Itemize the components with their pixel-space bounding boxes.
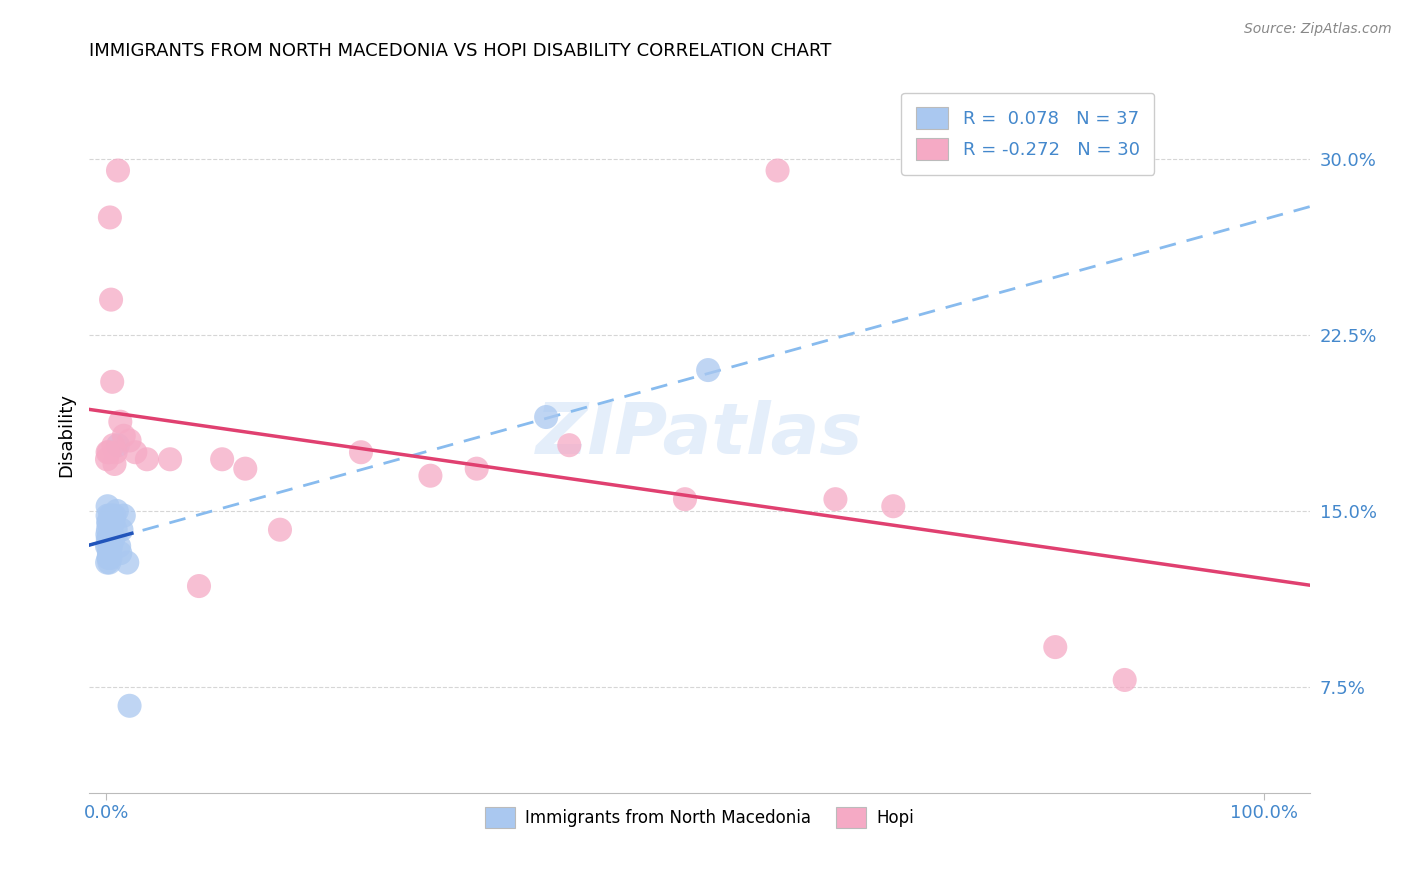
Point [96, 452, 118, 467]
Point [558, 438, 581, 452]
Point [673, 492, 696, 507]
Point [110, 415, 132, 429]
Point [97, 516, 120, 530]
Point [98, 544, 121, 558]
Point [112, 508, 135, 523]
Point [98, 508, 121, 523]
Legend: Immigrants from North Macedonia, Hopi: Immigrants from North Macedonia, Hopi [478, 801, 921, 834]
Point [100, 293, 122, 307]
Point [110, 546, 132, 560]
Point [118, 698, 141, 713]
Point [97, 523, 120, 537]
Point [824, 492, 846, 507]
Point [118, 434, 141, 448]
Point [98, 211, 121, 225]
Point [211, 452, 233, 467]
Point [104, 445, 127, 459]
Point [100, 539, 122, 553]
Text: ZIPatlas: ZIPatlas [536, 401, 863, 469]
Point [534, 410, 557, 425]
Point [97, 550, 120, 565]
Point [101, 527, 124, 541]
Point [159, 452, 181, 467]
Text: IMMIGRANTS FROM NORTH MACEDONIA VS HOPI DISABILITY CORRELATION CHART: IMMIGRANTS FROM NORTH MACEDONIA VS HOPI … [89, 42, 831, 60]
Point [103, 457, 125, 471]
Text: Source: ZipAtlas.com: Source: ZipAtlas.com [1244, 22, 1392, 37]
Point [233, 461, 256, 475]
Point [97, 550, 120, 565]
Point [97, 508, 120, 523]
Point [100, 550, 122, 565]
Point [697, 363, 720, 377]
Point [98, 527, 121, 541]
Point [103, 532, 125, 546]
Point [269, 523, 291, 537]
Point [107, 438, 129, 452]
Point [96, 527, 118, 541]
Point [97, 445, 120, 459]
Point [112, 429, 135, 443]
Point [103, 516, 125, 530]
Point [97, 516, 120, 530]
Point [419, 468, 441, 483]
Point [105, 504, 128, 518]
Point [103, 438, 125, 452]
Point [107, 163, 129, 178]
Point [766, 163, 789, 178]
Point [124, 445, 146, 459]
Point [96, 539, 118, 553]
Point [350, 445, 373, 459]
Point [1045, 640, 1067, 654]
Point [97, 500, 120, 514]
Point [104, 523, 127, 537]
Point [96, 556, 118, 570]
Point [100, 523, 122, 537]
Point [97, 532, 120, 546]
Point [117, 556, 139, 570]
Point [108, 539, 131, 553]
Point [101, 375, 124, 389]
Point [97, 532, 120, 546]
Point [97, 539, 120, 553]
Point [101, 508, 124, 523]
Point [1114, 673, 1136, 687]
Point [882, 500, 904, 514]
Point [103, 508, 125, 523]
Point [110, 523, 132, 537]
Point [135, 452, 157, 467]
Y-axis label: Disability: Disability [58, 392, 75, 476]
Point [98, 556, 121, 570]
Point [465, 461, 488, 475]
Point [97, 445, 120, 459]
Point [98, 546, 121, 560]
Point [188, 579, 211, 593]
